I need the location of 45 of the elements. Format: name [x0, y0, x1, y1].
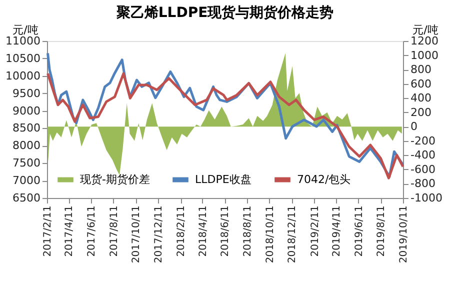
- y-tick-label: 10000: [6, 69, 40, 82]
- x-tick-label: 2017/4/11: [64, 206, 76, 257]
- legend-label: 7042/包头: [297, 172, 351, 186]
- y-tick-label: 11000: [6, 34, 40, 48]
- x-tick-label: 2017/12/11: [153, 206, 164, 264]
- y2-tick-label: -600: [410, 162, 436, 176]
- x-tick-label: 2018/2/11: [176, 206, 188, 257]
- y2-tick-label: -1000: [410, 192, 442, 204]
- y2-tick-label: 400: [410, 92, 432, 105]
- x-tick-label: 2017/10/11: [131, 206, 142, 264]
- y2-tick-label: 1000: [410, 48, 438, 62]
- legend-label: 现货-期货价差: [80, 172, 150, 186]
- x-tick-label: 2019/6/11: [354, 206, 365, 257]
- y-tick-label: 6500: [12, 192, 40, 204]
- x-tick-label: 2017/8/11: [108, 206, 120, 257]
- x-tick-label: 2019/8/11: [376, 206, 388, 257]
- y-tick-label: 10500: [6, 52, 40, 65]
- x-tick-label: 2019/10/11: [398, 206, 410, 264]
- x-tick-label: 2018/4/11: [198, 206, 209, 257]
- x-tick-label: 2017/6/11: [86, 206, 98, 257]
- y-tick-label: 9500: [12, 86, 40, 100]
- y2-tick-label: -800: [410, 177, 436, 190]
- y-axis-title: 元/吨: [12, 24, 38, 36]
- x-tick-label: 2017/2/11: [42, 206, 54, 257]
- x-tick-label: 2019/4/11: [331, 206, 342, 257]
- x-tick-label: 2018/12/11: [287, 206, 298, 264]
- x-tick-label: 2018/8/11: [242, 206, 254, 257]
- x-tick-label: 2018/6/11: [220, 206, 232, 257]
- y2-tick-label: 200: [410, 106, 432, 119]
- x-tick-label: 2019/2/11: [310, 206, 321, 257]
- x-tick-label: 2018/10/11: [264, 206, 276, 264]
- y-tick-label: 8000: [12, 139, 40, 152]
- y2-axis-title: 元/吨: [412, 24, 438, 36]
- y2-tick-label: 600: [410, 77, 432, 90]
- y-tick-label: 7000: [12, 174, 40, 188]
- y2-tick-label: -200: [410, 134, 436, 148]
- y-tick-label: 7500: [12, 156, 40, 170]
- y2-tick-label: 1200: [410, 34, 438, 48]
- legend-label: LLDPE收盘: [195, 172, 252, 186]
- chart-title: 聚乙烯LLDPE现货与期货价格走势: [115, 5, 334, 21]
- y2-tick-label: -400: [410, 148, 436, 162]
- y-tick-label: 9000: [12, 104, 40, 118]
- y2-tick-label: 0: [410, 120, 418, 134]
- y-tick-label: 8500: [12, 122, 40, 135]
- y2-tick-label: 800: [410, 63, 432, 76]
